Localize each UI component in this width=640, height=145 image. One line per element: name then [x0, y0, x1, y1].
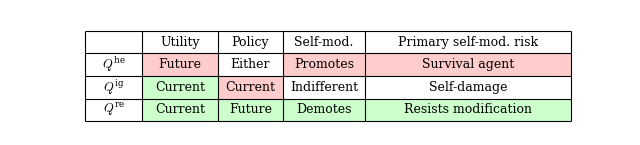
Bar [218, 76, 284, 99]
Text: Demotes: Demotes [296, 103, 352, 116]
Bar [284, 76, 365, 99]
Text: Current: Current [155, 81, 205, 94]
Text: Primary self-mod. risk: Primary self-mod. risk [398, 36, 538, 49]
Bar [365, 31, 571, 53]
Bar [142, 31, 218, 53]
Bar [142, 76, 218, 99]
Text: $Q^{\mathregular{re}}$: $Q^{\mathregular{re}}$ [102, 102, 125, 118]
Bar [142, 53, 218, 76]
Bar [365, 53, 571, 76]
Text: Resists modification: Resists modification [404, 103, 532, 116]
Bar [142, 99, 218, 121]
Text: Utility: Utility [160, 36, 200, 49]
Bar [218, 31, 284, 53]
Text: $Q^{\mathregular{ig}}$: $Q^{\mathregular{ig}}$ [103, 78, 124, 97]
Bar [284, 53, 365, 76]
Text: Self-damage: Self-damage [429, 81, 508, 94]
Text: Future: Future [229, 103, 272, 116]
Text: Either: Either [231, 58, 270, 71]
Bar [85, 99, 142, 121]
Bar [365, 99, 571, 121]
Text: Survival agent: Survival agent [422, 58, 514, 71]
Bar [284, 99, 365, 121]
Bar [365, 76, 571, 99]
Bar [218, 99, 284, 121]
Text: Current: Current [155, 103, 205, 116]
Text: Current: Current [225, 81, 275, 94]
Bar [85, 53, 142, 76]
Text: Policy: Policy [232, 36, 269, 49]
Bar [85, 76, 142, 99]
Bar [218, 53, 284, 76]
Text: Promotes: Promotes [294, 58, 354, 71]
Text: $Q^{\mathregular{he}}$: $Q^{\mathregular{he}}$ [102, 55, 125, 74]
Bar [85, 31, 142, 53]
Text: Future: Future [159, 58, 202, 71]
Text: Self-mod.: Self-mod. [294, 36, 354, 49]
Bar [284, 31, 365, 53]
Text: Indifferent: Indifferent [290, 81, 358, 94]
